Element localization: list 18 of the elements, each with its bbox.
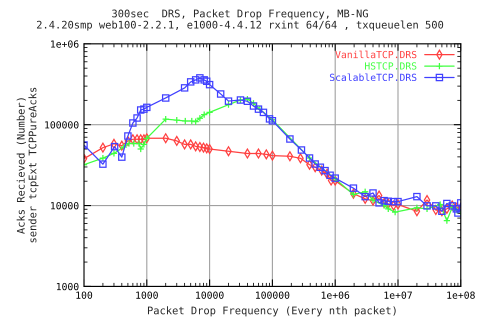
chart-subtitle: 2.4.20smp web100-2.2.1, e1000-4.4.12 rxint 64/64 , txqueuelen 500: [36, 20, 444, 31]
x-tick-label: 1e+06: [322, 291, 350, 299]
y-tick-label: 1000: [56, 282, 79, 290]
x-tick-label: 100: [76, 291, 92, 299]
x-tick-label: 1e+07: [384, 291, 412, 299]
y-tick-label: 100000: [45, 121, 79, 129]
y-axis-title: Acks Recieved (Number) sender tcpExt TCPPureAcks: [16, 88, 38, 242]
x-tick-label: 10000: [196, 291, 224, 299]
y-tick-label: 10000: [51, 202, 79, 210]
x-tick-label: 1e+08: [447, 291, 475, 299]
chart-title: 300sec DRS, Packet Drop Frequency, MB-NG: [112, 9, 368, 20]
x-axis-title: Packet Drop Frequency (Every nth packet): [148, 306, 396, 316]
y-tick-label: 1e+06: [51, 40, 79, 48]
x-tick-label: 100000: [256, 291, 290, 299]
legend-label: HSTCP.DRS: [365, 62, 416, 70]
x-tick-label: 1000: [136, 291, 158, 299]
legend-label: VanillaTCP.DRS: [335, 50, 416, 58]
legend-label: ScalableTCP.DRS: [330, 73, 416, 82]
